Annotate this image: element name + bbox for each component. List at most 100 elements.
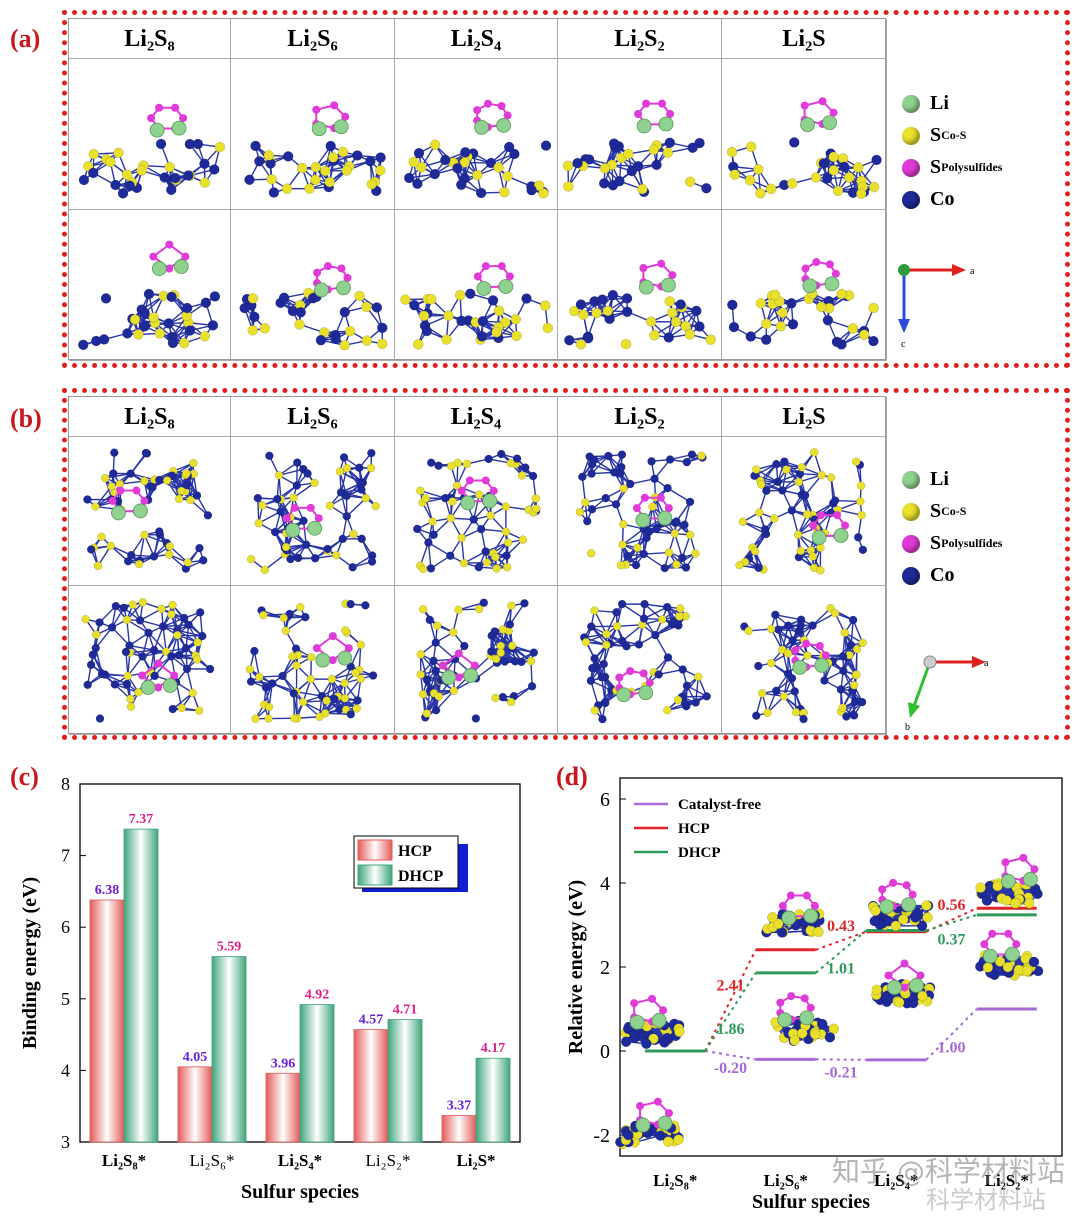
energy-connector — [925, 1008, 978, 1061]
molecule-structure — [579, 599, 711, 724]
molecule-structure — [727, 258, 879, 350]
x-axis-title: Sulfur species — [241, 1181, 359, 1203]
energy-connector — [704, 972, 757, 1052]
atom-label-sub: Co-S — [941, 504, 967, 518]
structure-cell — [231, 586, 395, 735]
step-energy-label: 0.37 — [938, 932, 966, 949]
atom-legend-item: Li — [902, 92, 949, 115]
panel-label-c: (c) — [10, 762, 39, 791]
molecule-structure — [400, 262, 554, 350]
species-header: Li₂S₈ — [69, 397, 231, 437]
structure-cell — [69, 210, 231, 361]
bar-value-label: 4.92 — [305, 988, 330, 1003]
y-tick-label: 4 — [61, 1060, 70, 1080]
molecule-structure — [575, 450, 707, 573]
bar-value-label: 5.59 — [217, 940, 242, 955]
molecule-structure — [412, 449, 541, 574]
species-header: Li₂S₂ — [558, 19, 722, 59]
energy-connector — [925, 913, 978, 932]
bar-value-label: 4.17 — [481, 1041, 506, 1056]
step-energy-label: 1.00 — [938, 1039, 966, 1056]
structure-cell — [69, 437, 231, 586]
axis-indicator-a: a c — [898, 264, 975, 350]
legend-label: HCP — [678, 821, 710, 837]
energy-connector — [704, 949, 757, 1052]
x-category-label: Li₂S₄* — [278, 1151, 322, 1170]
bar-hcp — [89, 899, 125, 1143]
atom-legend-item: Li — [902, 468, 949, 491]
atom-legend-item: S Polysulfides — [902, 532, 1002, 555]
binding-energy-chart: 3 4 5 6 7 8 6.38 7.37 Li₂S₈* 4.05 5.59 Li₂S₆* 3.96 4.… — [19, 774, 521, 1203]
axis-a-y-label: c — [901, 339, 906, 350]
species-header: Li₂S₂ — [558, 397, 722, 437]
legend-swatch — [357, 864, 393, 886]
bar-value-label: 4.57 — [359, 1013, 384, 1028]
atom-dot-icon — [902, 126, 920, 145]
atom-label: S — [930, 156, 942, 178]
structure-cell — [231, 210, 395, 361]
x-axis-title: Sulfur species — [752, 1191, 870, 1213]
watermark-2: 科学材料站 — [926, 1186, 1046, 1214]
bar-hcp — [177, 1066, 213, 1143]
energy-connector — [815, 930, 867, 951]
structure-cell — [69, 586, 231, 735]
molecule-structure — [403, 99, 552, 199]
structure-grid-b: Li₂S₈ Li₂S₆ Li₂S₄ Li₂S₂ Li₂S — [68, 396, 887, 735]
molecule-structure — [726, 97, 882, 199]
molecule-structure — [81, 598, 215, 723]
species-header: Li₂S₆ — [231, 19, 395, 59]
x-category-label: Li₂S₆* — [764, 1171, 808, 1190]
atom-label: S — [930, 500, 942, 522]
axis-b-x-label: a — [984, 658, 989, 669]
x-category-label: Li₂S₈* — [653, 1171, 697, 1190]
energy-connector — [705, 1050, 756, 1061]
atom-dot-icon — [902, 534, 920, 553]
bar-value-label: 7.37 — [129, 812, 154, 827]
atom-legend-item: Co — [902, 564, 954, 587]
y-axis-title: Relative energy (eV) — [565, 880, 587, 1054]
panel-label-d: (d) — [556, 762, 588, 791]
chart-legend-c: HCP DHCP — [353, 835, 468, 892]
molecule-structure — [416, 598, 539, 723]
atom-label: Li — [930, 92, 949, 114]
structure-cell — [558, 586, 722, 735]
structure-thumbnail — [975, 853, 1043, 909]
legend-swatch — [357, 839, 393, 861]
structure-thumbnail — [770, 992, 840, 1047]
structure-cell — [722, 210, 887, 361]
atom-label: Li — [930, 468, 949, 490]
panel-a-frame — [62, 10, 1070, 368]
bar-value-label: 6.38 — [95, 883, 120, 898]
structure-cell — [722, 437, 887, 586]
atom-dot-icon — [902, 158, 920, 177]
atom-label: S — [930, 124, 942, 146]
molecule-structure — [83, 448, 213, 573]
axis-a-x-label: a — [970, 266, 975, 277]
molecule-structure — [564, 259, 716, 350]
y-axis-title: Binding energy (eV) — [19, 877, 41, 1049]
structure-cell — [395, 586, 558, 735]
structure-cell — [722, 59, 887, 210]
y-tick-label: 7 — [61, 846, 70, 866]
molecule-structure — [239, 262, 388, 351]
bar-hcp — [441, 1115, 477, 1143]
molecule-structure — [78, 103, 226, 199]
structure-grid-a: Li₂S₈ Li₂S₆ Li₂S₄ Li₂S₂ Li₂S — [68, 18, 887, 361]
step-energy-label: -0.20 — [714, 1060, 747, 1077]
bar-value-label: 4.71 — [393, 1003, 418, 1018]
y-tick-label: 5 — [61, 989, 70, 1009]
structure-cell — [558, 210, 722, 361]
bar-dhcp — [475, 1057, 511, 1143]
structure-cell — [69, 59, 231, 210]
panel-b-frame — [62, 388, 1070, 740]
y-tick-label: 4 — [600, 873, 610, 895]
y-tick-label: 6 — [61, 917, 70, 937]
atom-legend-item: S Polysulfides — [902, 156, 1002, 179]
molecule-structure — [244, 101, 386, 198]
species-header: Li₂S₆ — [231, 397, 395, 437]
bar-dhcp — [123, 828, 159, 1143]
structure-thumbnail — [620, 994, 685, 1050]
atom-dot-icon — [902, 502, 920, 521]
atom-legend-item: S Co-S — [902, 500, 966, 523]
legend-label: DHCP — [678, 845, 721, 861]
